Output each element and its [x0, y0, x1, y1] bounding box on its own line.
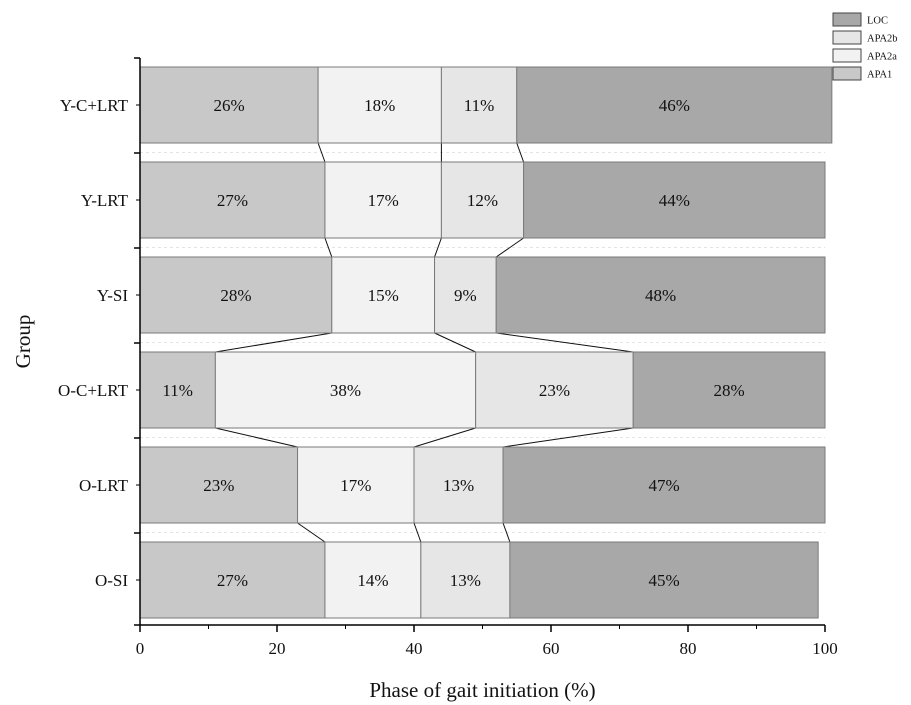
bar-value-label: 28% — [714, 381, 745, 400]
connector-line — [434, 237, 442, 258]
connector-line — [434, 332, 476, 353]
y-category-label: O-LRT — [79, 476, 129, 495]
connector-line — [496, 332, 634, 353]
bar-segment-apa2a — [324, 541, 422, 619]
legend-label-loc: LOC — [867, 16, 888, 27]
bar-value-label: 27% — [217, 191, 248, 210]
bar-segment-apa2a — [317, 66, 442, 144]
bar-value-label: 15% — [368, 286, 399, 305]
y-category-label: Y-C+LRT — [60, 96, 129, 115]
bar-value-label: 9% — [454, 286, 477, 305]
connector-line — [516, 142, 525, 163]
bar-value-label: 27% — [217, 571, 248, 590]
connector-line — [495, 237, 524, 258]
bar-value-label: 47% — [648, 476, 679, 495]
x-tick-label: 0 — [136, 639, 145, 658]
bar-segment-apa2a — [324, 161, 442, 239]
connector-line — [297, 522, 326, 543]
bar-segment-apa1 — [139, 66, 319, 144]
bar-value-label: 13% — [443, 476, 474, 495]
bar-segment-apa2b — [440, 66, 518, 144]
bar-segment-apa1 — [139, 256, 333, 334]
bar-value-label: 23% — [203, 476, 234, 495]
bar-segment-apa1 — [139, 351, 216, 429]
bar-value-label: 26% — [213, 96, 244, 115]
legend-label-apa1: APA1 — [867, 70, 892, 81]
x-tick-label: 20 — [269, 639, 286, 658]
bar-value-label: 46% — [659, 96, 690, 115]
y-category-label: Y-SI — [97, 286, 129, 305]
axes: 0 20 40 60 80 100 Y-C+LRT Y-LRT Y-SI O-C+LRT O-LRT… — [58, 57, 838, 658]
bar-segment-apa1 — [139, 446, 299, 524]
bar-segment-apa2b — [413, 446, 504, 524]
bars — [139, 66, 833, 619]
legend-label-apa2b: APA2b — [867, 34, 898, 45]
bar-value-label: 12% — [467, 191, 498, 210]
bar-value-label: 23% — [539, 381, 570, 400]
connector-line — [502, 427, 634, 448]
bar-segment-apa2b — [434, 256, 497, 334]
legend-swatch-apa2a — [832, 48, 862, 63]
bar-segment-apa2b — [475, 351, 634, 429]
x-tick-label: 100 — [812, 639, 838, 658]
bar-labels: 26% 18% 11% 46% 27% 17% 12% 44% 28% 15% 9% 48% 11% 38… — [162, 96, 744, 590]
bar-segment-loc — [509, 541, 819, 619]
y-category-label: O-C+LRT — [58, 381, 129, 400]
bar-value-label: 17% — [340, 476, 371, 495]
x-tick-label: 60 — [543, 639, 560, 658]
bar-value-label: 38% — [330, 381, 361, 400]
x-tick-label: 40 — [406, 639, 423, 658]
legend-label-apa2a: APA2a — [867, 52, 897, 63]
x-axis-title: Phase of gait initiation (%) — [369, 678, 595, 702]
legend-swatch-loc — [832, 12, 862, 27]
bar-value-label: 45% — [648, 571, 679, 590]
bar-segment-loc — [523, 161, 826, 239]
bar-value-label: 11% — [464, 96, 495, 115]
connector-line — [502, 522, 511, 543]
bar-segment-apa1 — [139, 161, 326, 239]
y-axis-title: Group — [11, 315, 35, 369]
connector-line — [215, 427, 298, 448]
bar-value-label: 48% — [645, 286, 676, 305]
legend-swatch-apa2b — [832, 30, 862, 45]
bar-value-label: 14% — [357, 571, 388, 590]
bar-segment-apa2a — [331, 256, 436, 334]
bar-segment-loc — [495, 256, 826, 334]
y-category-label: Y-LRT — [81, 191, 129, 210]
bar-segment-loc — [632, 351, 826, 429]
legend: LOC APA2b APA2a APA1 — [832, 12, 898, 81]
bar-value-label: 18% — [364, 96, 395, 115]
bar-value-label: 13% — [450, 571, 481, 590]
bar-value-label: 28% — [220, 286, 251, 305]
bar-value-label: 44% — [659, 191, 690, 210]
bar-value-label: 11% — [162, 381, 193, 400]
bar-segment-loc — [502, 446, 826, 524]
connector-line — [413, 427, 476, 448]
bar-segment-apa2a — [214, 351, 477, 429]
connector-line — [413, 522, 422, 543]
bar-segment-apa2b — [420, 541, 511, 619]
bar-segment-loc — [516, 66, 833, 144]
connector-line — [317, 142, 326, 163]
bar-segment-apa1 — [139, 541, 326, 619]
connector-line — [324, 237, 333, 258]
legend-swatch-apa1 — [832, 66, 862, 81]
bar-value-label: 17% — [368, 191, 399, 210]
x-tick-label: 80 — [680, 639, 697, 658]
bar-segment-apa2a — [297, 446, 415, 524]
y-category-label: O-SI — [95, 571, 128, 590]
connector-line — [215, 332, 332, 353]
connector-lines — [140, 142, 825, 543]
